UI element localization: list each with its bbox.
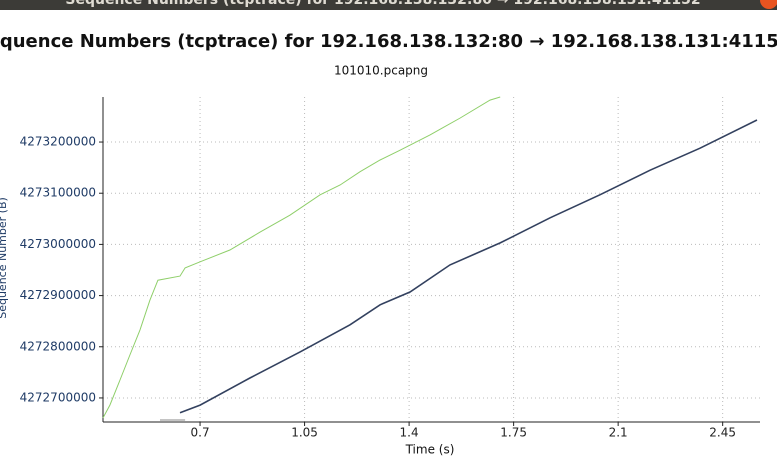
window-titlebar <box>0 0 777 10</box>
x-tick-label: 1.05 <box>291 426 318 440</box>
x-tick-label: 0.7 <box>191 426 210 440</box>
x-tick-label: 2.1 <box>609 426 628 440</box>
chart-subtitle: 101010.pcapng <box>334 64 428 78</box>
x-tick-label: 2.45 <box>709 426 736 440</box>
x-tick-label: 1.75 <box>500 426 527 440</box>
y-tick-label: 4273200000 <box>20 135 96 149</box>
window-title: Sequence Numbers (tcptrace) for 192.168.… <box>65 0 700 8</box>
y-tick-label: 4273100000 <box>20 186 96 200</box>
series-line <box>179 119 758 414</box>
close-button[interactable] <box>760 0 777 9</box>
y-tick-label: 4273000000 <box>20 237 96 251</box>
x-tick-label: 1.4 <box>400 426 419 440</box>
chart-title: Sequence Numbers (tcptrace) for 192.168.… <box>0 31 777 52</box>
x-axis-label: Time (s) <box>405 443 455 457</box>
y-tick-label: 4272800000 <box>20 339 96 353</box>
y-tick-label: 4272900000 <box>20 288 96 302</box>
y-axis-label: Sequence Number (B) <box>0 197 9 319</box>
series-line <box>102 96 501 419</box>
y-tick-label: 4272700000 <box>20 390 96 404</box>
